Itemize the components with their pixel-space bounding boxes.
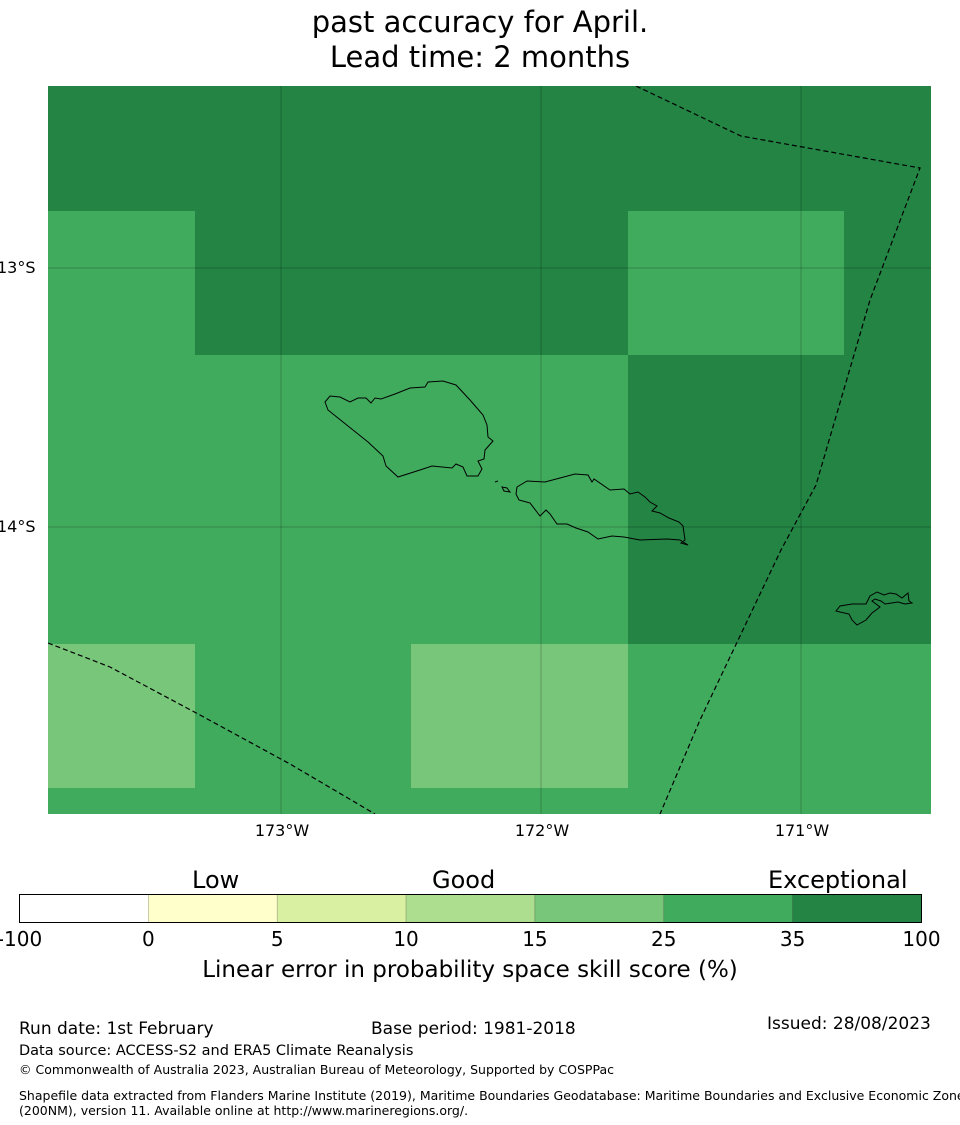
lat-label-13s: 13°S [0,258,36,277]
grid-cell [48,644,195,788]
colorbar-tick-label: 10 [393,927,419,951]
upolu-island [515,473,689,546]
colorbar-swatch [405,894,536,923]
skill-map [48,86,931,814]
colorbar-tick-label: 15 [522,927,548,951]
shapefile-credit-line-2: (200NM), version 11. Available online at… [19,1103,469,1118]
shapefile-credit-line-1: Shapefile data extracted from Flanders M… [19,1088,960,1103]
grid-cell [628,355,931,644]
maritime-boundary [48,86,921,814]
small-island [494,480,499,483]
grid-cell [48,86,931,211]
data-source: Data source: ACCESS-S2 and ERA5 Climate … [19,1043,414,1059]
copyright: © Commonwealth of Australia 2023, Austra… [19,1062,614,1077]
colorbar-tick-label: 25 [651,927,677,951]
colorbar-swatch [19,894,149,923]
coastlines [324,380,914,626]
skill-grid [48,86,931,814]
colorbar-tick-label: -100 [0,927,43,951]
run-date: Run date: 1st February [19,1019,214,1039]
base-period: Base period: 1981-2018 [371,1019,576,1039]
colorbar-axis-label: Linear error in probability space skill … [202,957,738,983]
colorbar-tick-label: 35 [779,927,806,951]
colorbar-tick-label: 5 [270,927,284,951]
grid-cell [844,211,931,355]
category-label-exceptional: Exceptional [768,866,908,894]
graticule [48,86,931,814]
colorbar-tick-label: 0 [141,927,155,951]
tutuila-island [835,591,914,626]
map-title-line-1: past accuracy for April. [311,5,649,39]
colorbar-swatch [276,894,407,923]
lon-label-172w: 172°W [514,821,570,840]
colorbar-swatch [792,894,922,923]
category-label-low: Low [192,866,240,894]
small-island [501,486,512,493]
map-title-line-2: Lead time: 2 months [329,40,631,74]
colorbar-swatch [534,894,665,923]
colorbar-tick-label: 100 [902,927,941,951]
lon-label-171w: 171°W [774,821,830,840]
lon-label-173w: 173°W [254,821,310,840]
colorbar-swatch [663,894,793,923]
lat-label-14s: 14°S [0,517,36,536]
savaii-island [324,380,494,478]
issued-date: Issued: 28/08/2023 [767,1014,931,1034]
grid-cell [195,211,628,355]
category-label-good: Good [432,866,496,894]
colorbar-swatch [148,894,278,923]
grid-cell [411,644,628,788]
